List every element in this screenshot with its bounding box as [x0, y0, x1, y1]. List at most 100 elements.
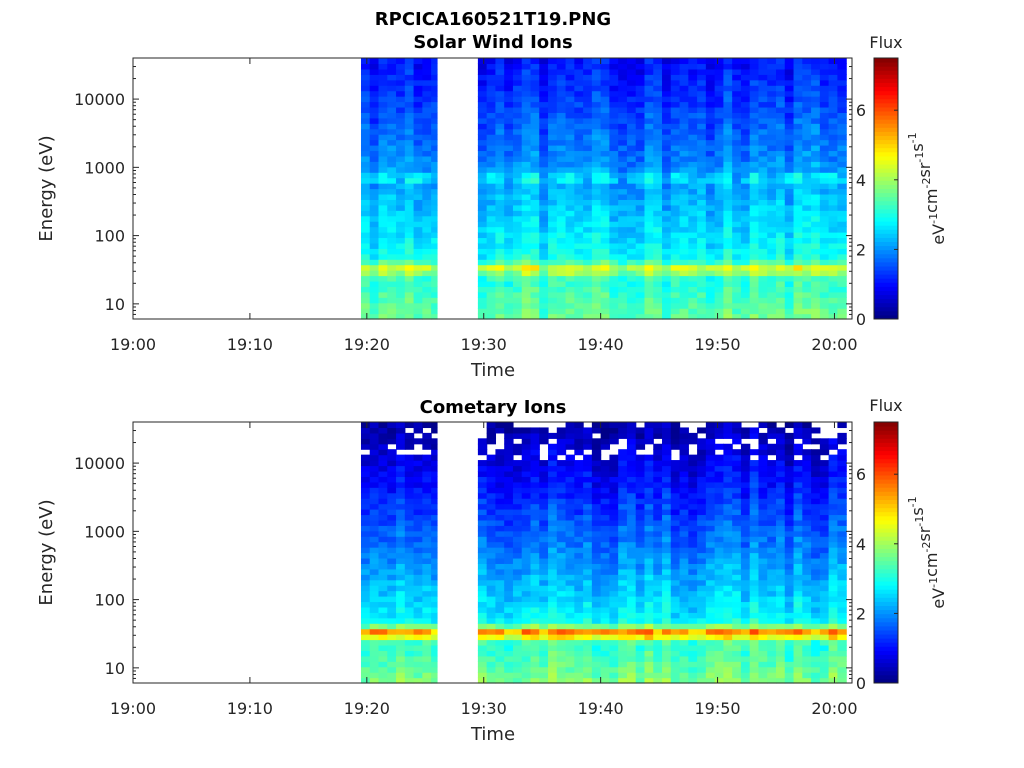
spectrogram-cell: [618, 63, 628, 70]
spectrogram-cell: [653, 134, 663, 141]
spectrogram-cell: [811, 557, 821, 564]
spectrogram-cell: [486, 585, 497, 592]
spectrogram-cell: [556, 134, 567, 141]
spectrogram-cell: [749, 215, 760, 222]
spectrogram-cell: [714, 248, 724, 255]
spectrogram-cell: [670, 498, 681, 505]
spectrogram-cell: [404, 541, 415, 548]
spectrogram-cell: [495, 139, 505, 146]
spectrogram-cell: [556, 259, 567, 266]
spectrogram-cell: [749, 177, 760, 184]
spectrogram-cell: [369, 557, 380, 564]
spectrogram-cell: [767, 123, 777, 130]
spectrogram-cell: [530, 634, 540, 641]
spectrogram-cell: [413, 253, 423, 260]
spectrogram-cell: [740, 563, 751, 570]
spectrogram-cell: [802, 476, 812, 483]
spectrogram-cell: [600, 650, 611, 657]
spectrogram-cell: [574, 112, 584, 119]
spectrogram-cell: [697, 155, 707, 162]
spectrogram-cell: [714, 150, 724, 157]
spectrogram-cell: [679, 628, 689, 635]
spectrogram-cell: [609, 226, 619, 233]
colorbar-segment: [874, 245, 898, 251]
spectrogram-cell: [521, 601, 532, 608]
spectrogram-cell: [758, 145, 768, 152]
spectrogram-cell: [662, 183, 672, 190]
spectrogram-cell: [758, 617, 768, 624]
spectrogram-cell: [378, 183, 388, 190]
spectrogram-cell: [574, 291, 584, 298]
spectrogram-cell: [758, 150, 768, 157]
spectrogram-cell: [723, 672, 733, 679]
spectrogram-cell: [784, 677, 795, 684]
spectrogram-cell: [688, 145, 698, 152]
spectrogram-cell: [705, 612, 716, 619]
spectrogram-cell: [565, 297, 575, 304]
spectrogram-cell: [819, 547, 830, 554]
spectrogram-cell: [802, 585, 812, 592]
spectrogram-cell: [749, 498, 760, 505]
spectrogram-cell: [662, 123, 672, 130]
spectrogram-cell: [740, 612, 751, 619]
spectrogram-cell: [670, 481, 681, 488]
spectrogram-cell: [521, 280, 532, 287]
spectrogram-cell: [688, 530, 698, 537]
spectrogram-cell: [714, 237, 724, 244]
spectrogram-cell: [360, 530, 371, 537]
spectrogram-cell: [504, 503, 514, 510]
spectrogram-cell: [653, 525, 663, 532]
spectrogram-cell: [548, 514, 558, 521]
spectrogram-cell: [705, 579, 716, 586]
spectrogram-cell: [670, 476, 681, 483]
spectrogram-cell: [705, 449, 716, 456]
spectrogram-cell: [495, 612, 505, 619]
spectrogram-cell: [539, 199, 549, 206]
spectrogram-cell: [369, 123, 380, 130]
spectrogram-cell: [413, 172, 423, 179]
spectrogram-cell: [776, 590, 786, 597]
spectrogram-cell: [784, 313, 795, 320]
spectrogram-cell: [679, 172, 689, 179]
spectrogram-cell: [521, 470, 532, 477]
spectrogram-cell: [556, 58, 567, 65]
spectrogram-cell: [413, 525, 423, 532]
spectrogram-cell: [521, 443, 532, 450]
spectrogram-cell: [422, 530, 432, 537]
spectrogram-cell: [811, 460, 821, 467]
spectrogram-cell: [732, 221, 742, 228]
spectrogram-cell: [635, 237, 646, 244]
spectrogram-cell: [793, 498, 803, 505]
spectrogram-cell: [422, 481, 432, 488]
colorbar-segment: [874, 314, 898, 320]
spectrogram-cell: [732, 248, 742, 255]
spectrogram-cell: [618, 155, 628, 162]
spectrogram-cell: [486, 634, 497, 641]
spectrogram-cell: [749, 557, 760, 564]
spectrogram-cell: [574, 232, 584, 239]
spectrogram-cell: [723, 286, 733, 293]
spectrogram-cell: [477, 177, 488, 184]
spectrogram-cell: [618, 291, 628, 298]
spectrogram-cell: [784, 237, 795, 244]
spectrogram-cell: [591, 232, 602, 239]
spectrogram-cell: [653, 123, 663, 130]
spectrogram-cell: [662, 547, 672, 554]
spectrogram-cell: [828, 286, 838, 293]
spectrogram-cell: [670, 509, 681, 516]
spectrogram-cell: [369, 96, 380, 103]
spectrogram-cell: [828, 563, 838, 570]
spectrogram-cell: [626, 557, 637, 564]
spectrogram-cell: [626, 275, 637, 282]
spectrogram-cell: [697, 172, 707, 179]
spectrogram-cell: [618, 574, 628, 581]
spectrogram-cell: [404, 188, 415, 195]
spectrogram-cell: [521, 313, 532, 320]
spectrogram-cell: [653, 199, 663, 206]
spectrogram-cell: [600, 427, 611, 434]
spectrogram-cell: [521, 242, 532, 249]
spectrogram-cell: [697, 123, 707, 130]
spectrogram-cell: [670, 302, 681, 309]
spectrogram-cell: [486, 514, 497, 521]
spectrogram-cell: [378, 449, 388, 456]
